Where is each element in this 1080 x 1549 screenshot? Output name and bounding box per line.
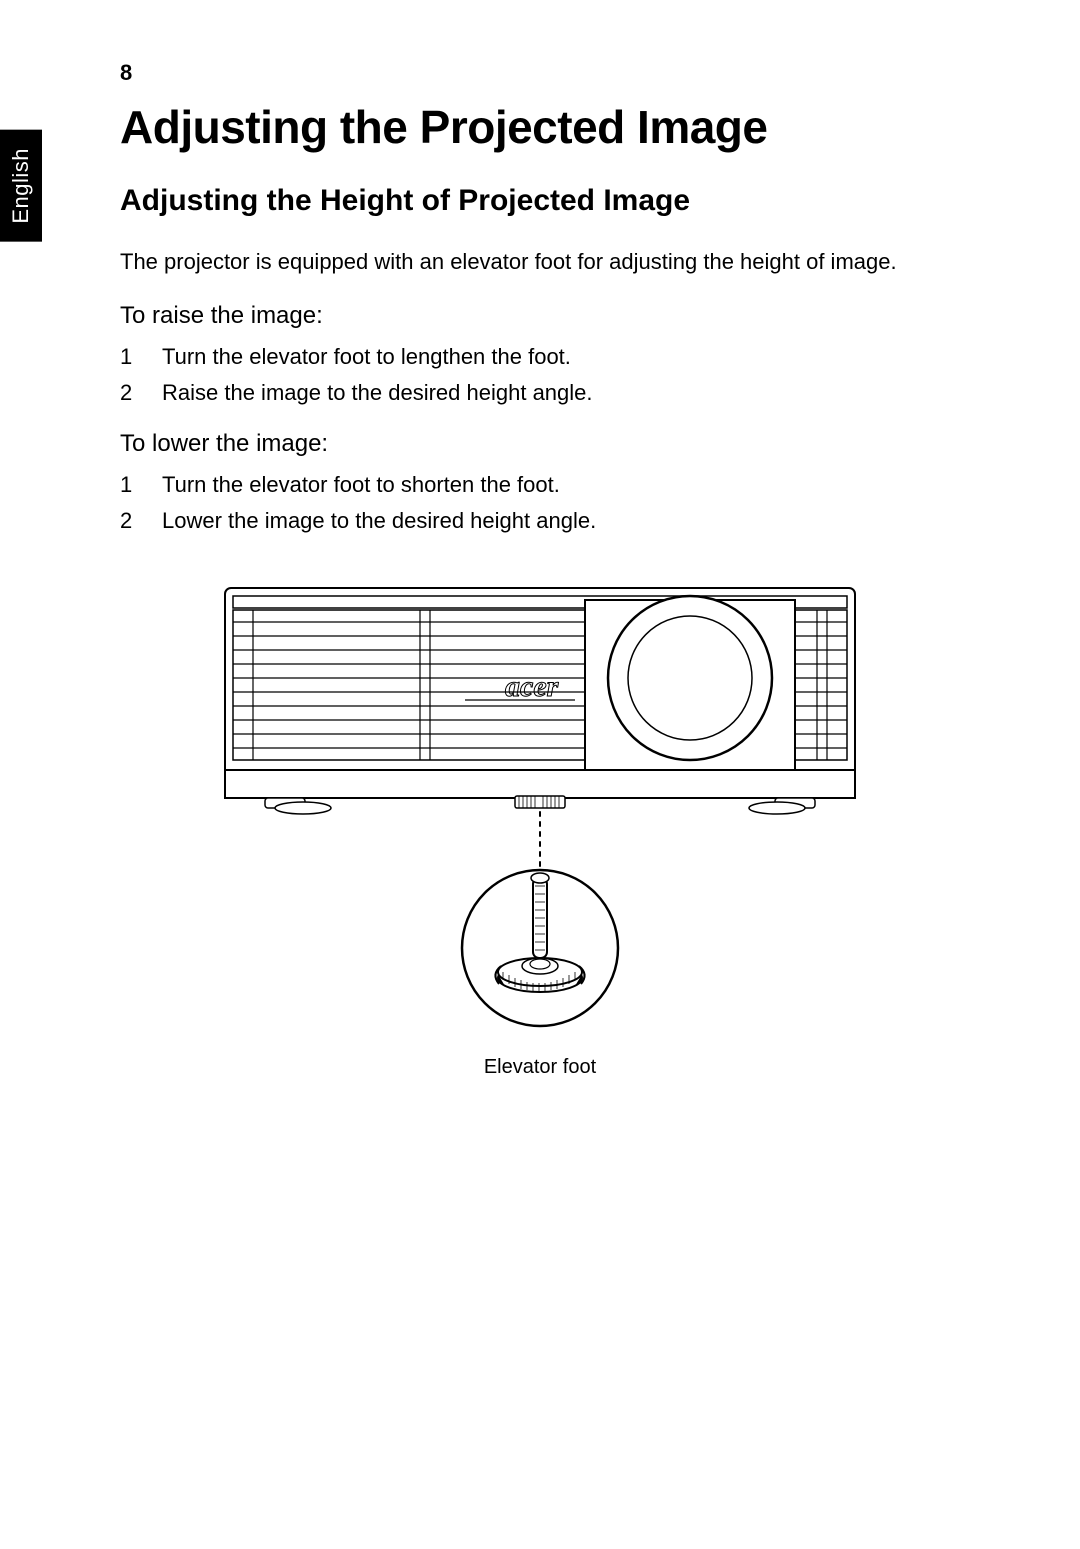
projector-figure: acer <box>120 578 960 1079</box>
step-number: 1 <box>120 344 138 370</box>
figure-caption: Elevator foot <box>484 1056 596 1079</box>
list-item: 1 Turn the elevator foot to lengthen the… <box>120 344 960 370</box>
step-number: 2 <box>120 380 138 406</box>
step-number: 1 <box>120 472 138 498</box>
brand-text: acer <box>505 670 559 703</box>
heading-main: Adjusting the Projected Image <box>120 100 960 154</box>
step-text: Turn the elevator foot to shorten the fo… <box>162 472 560 498</box>
language-tab: English <box>0 130 42 242</box>
section-raise-title: To raise the image: <box>120 302 960 330</box>
lower-steps: 1 Turn the elevator foot to shorten the … <box>120 472 960 534</box>
step-text: Raise the image to the desired height an… <box>162 380 593 406</box>
list-item: 2 Lower the image to the desired height … <box>120 508 960 534</box>
list-item: 2 Raise the image to the desired height … <box>120 380 960 406</box>
page-content: Adjusting the Projected Image Adjusting … <box>120 100 960 1079</box>
projector-diagram: acer <box>205 578 875 1048</box>
section-lower-title: To lower the image: <box>120 430 960 458</box>
intro-text: The projector is equipped with an elevat… <box>120 246 960 278</box>
step-text: Turn the elevator foot to lengthen the f… <box>162 344 571 370</box>
heading-sub: Adjusting the Height of Projected Image <box>120 184 960 218</box>
step-text: Lower the image to the desired height an… <box>162 508 596 534</box>
list-item: 1 Turn the elevator foot to shorten the … <box>120 472 960 498</box>
step-number: 2 <box>120 508 138 534</box>
page-number: 8 <box>120 60 132 86</box>
raise-steps: 1 Turn the elevator foot to lengthen the… <box>120 344 960 406</box>
